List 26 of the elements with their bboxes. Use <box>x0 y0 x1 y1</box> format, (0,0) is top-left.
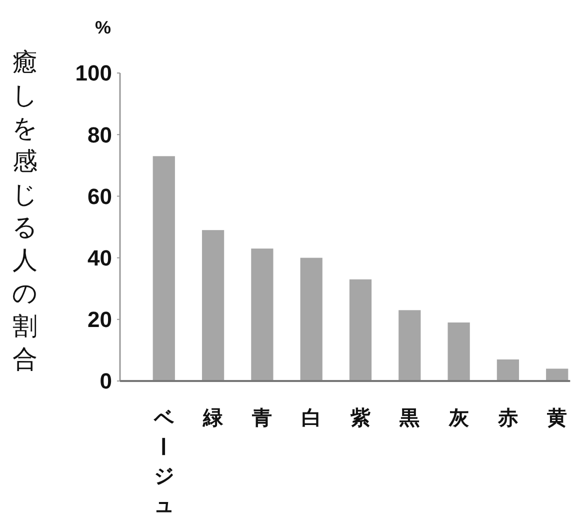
bar <box>251 248 274 381</box>
text: 癒しを感じる人の割合 <box>12 48 38 374</box>
x-tick-label: 緑 <box>202 408 224 430</box>
bar <box>202 230 224 381</box>
x-tick-label: 黒 <box>398 408 421 430</box>
bar <box>349 279 372 381</box>
x-tick-label: 灰 <box>448 408 470 430</box>
y-tick-label: 80 <box>88 122 112 148</box>
y-tick-label: 0 <box>100 368 112 394</box>
bar <box>448 322 470 381</box>
x-tick-label: 黄 <box>546 408 568 430</box>
x-tick-label: 青 <box>251 408 272 430</box>
bar <box>300 258 322 381</box>
y-tick-label: 40 <box>88 246 112 270</box>
y-tick-label: 60 <box>88 184 112 209</box>
x-tick-label: 紫 <box>350 406 370 430</box>
x-tick-label: 白 <box>301 408 322 430</box>
bar <box>496 359 520 381</box>
y-tick-label: 20 <box>88 307 112 332</box>
bar <box>546 368 568 381</box>
text: % <box>94 17 112 38</box>
bar <box>152 156 175 381</box>
bar <box>398 310 421 381</box>
x-tick-label: ベージュ <box>150 408 175 517</box>
x-tick-label: 赤 <box>496 408 518 430</box>
y-tick-label: 100 <box>75 60 112 86</box>
